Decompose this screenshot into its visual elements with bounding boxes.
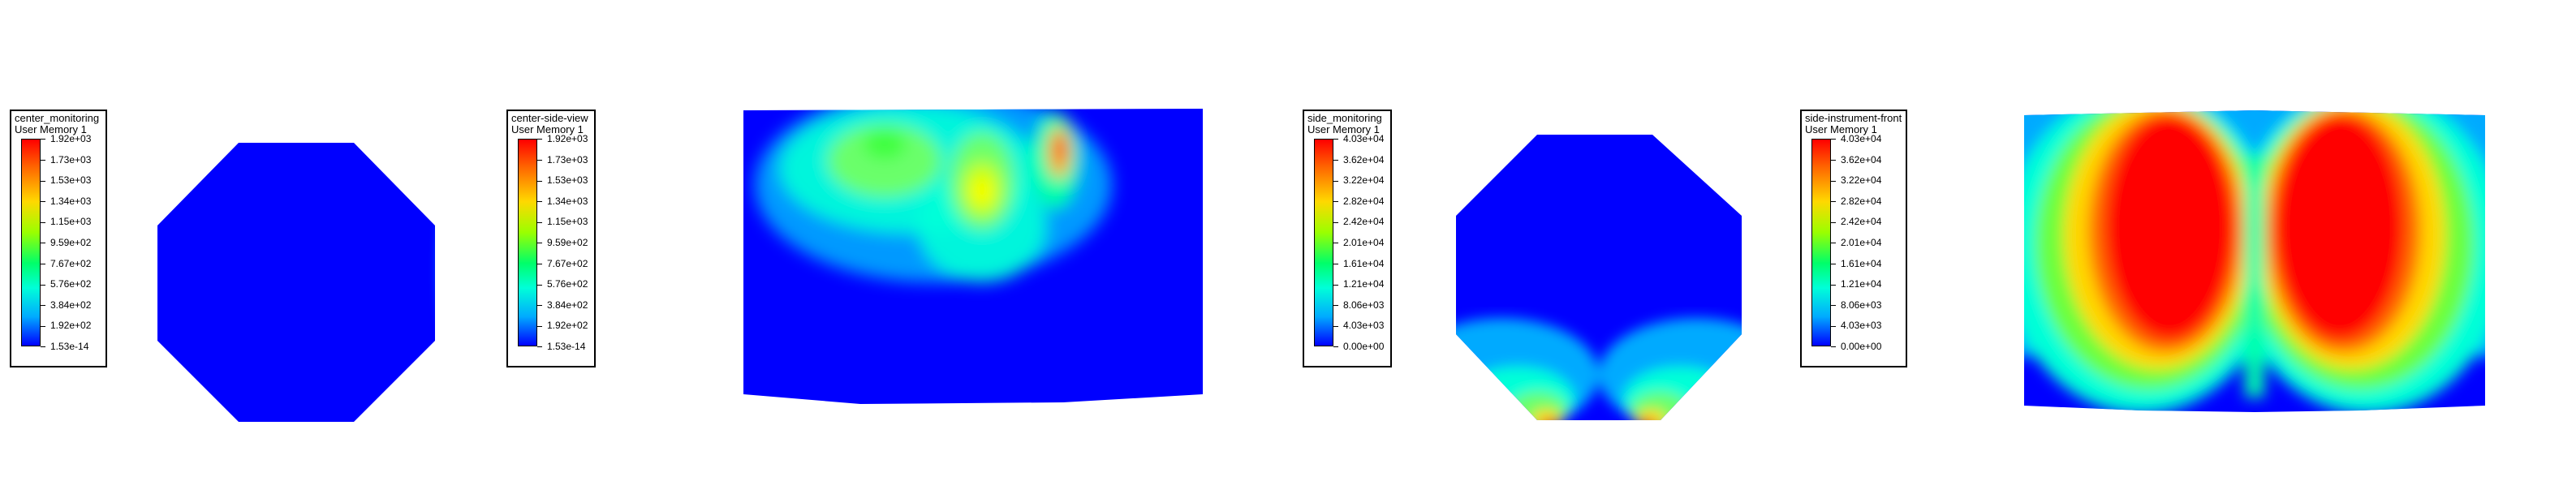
tick-label: 1.92e+02: [41, 320, 91, 330]
legend-center-side-view: center-side-view User Memory 1 1.92e+03 …: [506, 110, 596, 367]
colorbar: [518, 139, 537, 346]
tick-label: 7.67e+02: [537, 259, 588, 269]
tick-label: 4.03e+03: [1333, 320, 1384, 330]
colorbar-ticks: 1.92e+03 1.73e+03 1.53e+03 1.34e+03 1.15…: [41, 134, 97, 351]
tick-label: 3.62e+04: [1333, 155, 1384, 165]
legend-center-monitoring: center_monitoring User Memory 1 1.92e+03…: [10, 110, 107, 367]
tick-label: 1.53e+03: [41, 175, 91, 185]
tick-label: 9.59e+02: [537, 238, 588, 247]
tick-label: 2.42e+04: [1831, 217, 1881, 226]
tick-label: 3.84e+02: [41, 300, 91, 310]
tick-label: 4.03e+04: [1333, 134, 1384, 144]
tick-label: 2.82e+04: [1831, 196, 1881, 206]
tick-label: 1.73e+03: [41, 155, 91, 165]
tick-label: 4.03e+04: [1831, 134, 1881, 144]
contour-plot-center-monitoring: [157, 143, 435, 422]
legend-side-instrument-front: side-instrument-front User Memory 1 4.03…: [1800, 110, 1907, 367]
tick-label: 3.84e+02: [537, 300, 588, 310]
tick-label: 2.82e+04: [1333, 196, 1384, 206]
legend-title: side_monitoring: [1307, 112, 1382, 124]
tick-label: 1.21e+04: [1333, 279, 1384, 289]
tick-label: 7.67e+02: [41, 259, 91, 269]
tick-label: 1.15e+03: [537, 217, 588, 226]
tick-label: 1.34e+03: [41, 196, 91, 206]
tick-label: 1.61e+04: [1831, 259, 1881, 269]
tick-label: 5.76e+02: [41, 279, 91, 289]
tick-label: 1.21e+04: [1831, 279, 1881, 289]
tick-label: 1.53e-14: [41, 342, 88, 351]
legend-subtitle: User Memory 1: [1307, 123, 1380, 135]
colorbar-ticks: 4.03e+04 3.62e+04 3.22e+04 2.82e+04 2.42…: [1831, 134, 1888, 351]
legend-subtitle: User Memory 1: [15, 123, 87, 135]
tick-label: 5.76e+02: [537, 279, 588, 289]
tick-label: 2.01e+04: [1831, 238, 1881, 247]
colorbar: [1314, 139, 1333, 346]
legend-side-monitoring: side_monitoring User Memory 1 4.03e+04 3…: [1303, 110, 1392, 367]
tick-label: 2.42e+04: [1333, 217, 1384, 226]
tick-label: 1.92e+03: [537, 134, 588, 144]
legend-subtitle: User Memory 1: [511, 123, 584, 135]
tick-label: 4.03e+03: [1831, 320, 1881, 330]
tick-label: 1.61e+04: [1333, 259, 1384, 269]
tick-label: 1.34e+03: [537, 196, 588, 206]
legend-title: center_monitoring: [15, 112, 100, 124]
tick-label: 1.92e+03: [41, 134, 91, 144]
tick-label: 8.06e+03: [1333, 300, 1384, 310]
colorbar-ticks: 1.92e+03 1.73e+03 1.53e+03 1.34e+03 1.15…: [537, 134, 594, 351]
tick-label: 8.06e+03: [1831, 300, 1881, 310]
tick-label: 1.73e+03: [537, 155, 588, 165]
colorbar: [1811, 139, 1831, 346]
tick-label: 1.53e+03: [537, 175, 588, 185]
tick-label: 0.00e+00: [1831, 342, 1881, 351]
tick-label: 2.01e+04: [1333, 238, 1384, 247]
colorbar: [21, 139, 41, 346]
contour-plot-side-monitoring: [1456, 135, 1742, 420]
tick-label: 1.15e+03: [41, 217, 91, 226]
tick-label: 1.92e+02: [537, 320, 588, 330]
tick-label: 3.62e+04: [1831, 155, 1881, 165]
legend-title: center-side-view: [511, 112, 588, 124]
legend-title: side-instrument-front: [1805, 112, 1902, 124]
contour-plot-center-side-view: [743, 109, 1203, 404]
colorbar-ticks: 4.03e+04 3.62e+04 3.22e+04 2.82e+04 2.42…: [1333, 134, 1390, 351]
contour-plot-side-instrument-front: [2024, 110, 2485, 412]
tick-label: 3.22e+04: [1831, 175, 1881, 185]
tick-label: 0.00e+00: [1333, 342, 1384, 351]
tick-label: 3.22e+04: [1333, 175, 1384, 185]
tick-label: 9.59e+02: [41, 238, 91, 247]
legend-subtitle: User Memory 1: [1805, 123, 1877, 135]
tick-label: 1.53e-14: [537, 342, 585, 351]
